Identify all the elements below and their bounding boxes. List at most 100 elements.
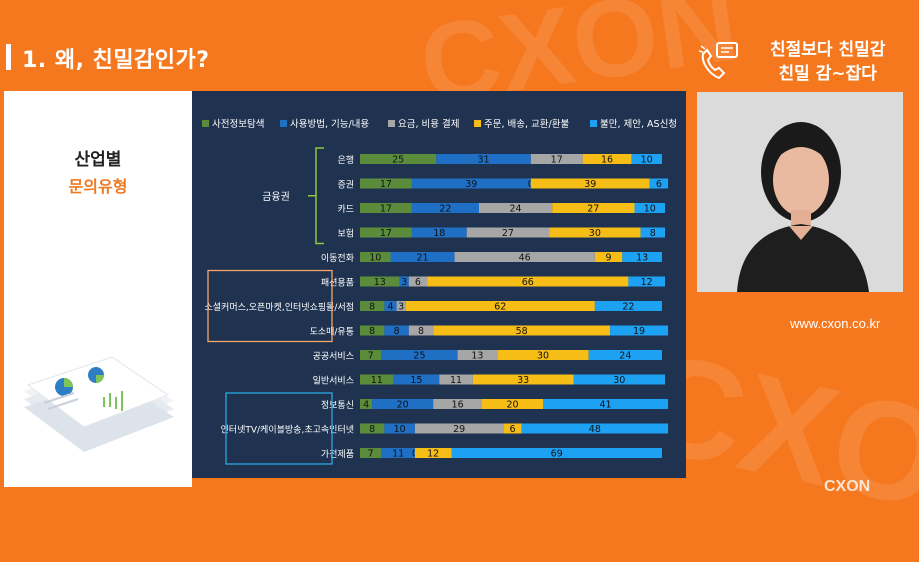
data-label: 21: [416, 253, 428, 264]
data-label: 62: [494, 302, 506, 313]
legend-swatch: [202, 120, 209, 127]
data-label: 11: [392, 449, 404, 460]
bar-segment: [408, 325, 434, 336]
bar-segment: [414, 448, 452, 458]
bar-segment: [530, 178, 650, 189]
data-label: 13: [374, 277, 386, 288]
left-panel: 산업별 문의유형: [4, 91, 192, 487]
bar-segment: [472, 374, 574, 385]
data-label: 17: [380, 204, 392, 215]
bar-segment: [543, 399, 669, 409]
legend-swatch: [280, 120, 287, 127]
group-box: [225, 392, 333, 465]
data-label: 17: [551, 155, 563, 166]
data-label: 11: [450, 375, 462, 386]
category-label: 공공서비스: [313, 351, 354, 362]
data-label: 12: [427, 449, 439, 460]
data-label: 11: [371, 375, 383, 386]
left-subheading: 문의유형: [68, 177, 128, 196]
tagline: 친절보다 친밀감 친밀 감~잡다: [770, 38, 885, 86]
bar-segment: [360, 227, 412, 238]
chart-panel: 사전정보탐색 사용방법, 기능/내용 요금, 비용 결제 주문, 배송, 교환/환불 불…: [192, 91, 686, 478]
data-label: 22: [439, 204, 451, 215]
slide-title: 1. 왜, 친밀감인가?: [22, 48, 210, 73]
website-url[interactable]: www.cxon.co.kr: [790, 316, 881, 331]
legend-label: 요금, 비용 결제: [398, 119, 460, 130]
category-label: 이동전화: [321, 253, 354, 264]
data-label: 10: [394, 424, 406, 435]
phone-chat-icon: [698, 42, 738, 80]
data-label: 17: [380, 179, 392, 190]
bar-segment: [396, 301, 406, 311]
bar-segment: [360, 203, 412, 213]
bar-segment: [454, 252, 595, 262]
data-label: 13: [471, 351, 483, 362]
bar-segment: [640, 227, 665, 238]
data-label: 31: [477, 155, 489, 166]
tagline-line-2: 친밀 감~잡다: [778, 64, 877, 84]
bar-segment: [631, 154, 662, 164]
data-label: 27: [587, 204, 599, 215]
category-label: 보험: [337, 229, 354, 240]
bar-segment: [381, 350, 458, 360]
data-label: 7: [368, 351, 374, 362]
category-label: 인터넷TV/케이블방송,초고속인터넷: [221, 425, 354, 436]
data-label: 25: [392, 155, 404, 166]
data-label: 58: [516, 326, 528, 337]
slide-title-bar: 1. 왜, 친밀감인가?: [0, 38, 680, 78]
bar-segment: [360, 252, 391, 262]
bar-segment: [552, 203, 635, 213]
data-label: 27: [502, 228, 514, 239]
data-label: 25: [413, 351, 425, 362]
bar-segment: [381, 448, 415, 458]
bar-segment: [649, 178, 669, 189]
data-label: 39: [465, 179, 477, 190]
category-label: 은행: [337, 154, 354, 166]
category-label: 정보통신: [321, 400, 354, 411]
data-label: 6: [509, 424, 515, 435]
legend-label: 불만, 제안, AS신청: [600, 119, 677, 130]
data-label: 22: [622, 302, 634, 313]
data-label: 3: [401, 277, 407, 288]
data-label: 46: [519, 253, 531, 264]
bar-segment: [393, 374, 440, 385]
data-label: 24: [510, 204, 522, 215]
bar-segment: [372, 399, 434, 409]
brand-logo: CXON: [824, 478, 871, 495]
bar-segment: [360, 178, 412, 189]
legend-swatch: [474, 120, 481, 127]
presenter-video: [697, 92, 903, 292]
legend-swatch: [388, 120, 395, 127]
tagline-line-1: 친절보다 친밀감: [770, 40, 886, 60]
data-label: 10: [641, 155, 653, 166]
legend-label: 사전정보탐색: [212, 118, 264, 130]
bar-segment: [622, 252, 662, 262]
bar-segment: [436, 154, 531, 164]
bar-segment: [433, 325, 611, 336]
bar-segment: [360, 448, 382, 458]
bar-segment: [503, 423, 522, 434]
bar-segment: [414, 423, 504, 434]
data-label: 20: [397, 400, 409, 411]
bar-segment: [482, 399, 543, 409]
data-label: 10: [369, 253, 381, 264]
group-bracket: [315, 147, 324, 245]
data-label: 8: [394, 326, 400, 337]
bar-segment: [411, 227, 467, 238]
data-label: 4: [363, 400, 369, 411]
bar-segment: [411, 203, 479, 213]
bar-segment: [433, 399, 482, 409]
bar-segment: [634, 203, 665, 213]
data-label: 16: [601, 155, 613, 166]
bar-segment: [360, 154, 437, 164]
data-label: 13: [636, 253, 648, 264]
data-label: 30: [589, 228, 601, 239]
bar-segment: [360, 350, 382, 360]
bar-segment: [384, 325, 409, 336]
data-label: 24: [619, 351, 631, 362]
data-label: 8: [418, 326, 424, 337]
data-label: 7: [368, 449, 374, 460]
bar-segment: [466, 227, 550, 238]
data-label: 10: [644, 204, 656, 215]
bar-segment: [610, 325, 669, 336]
